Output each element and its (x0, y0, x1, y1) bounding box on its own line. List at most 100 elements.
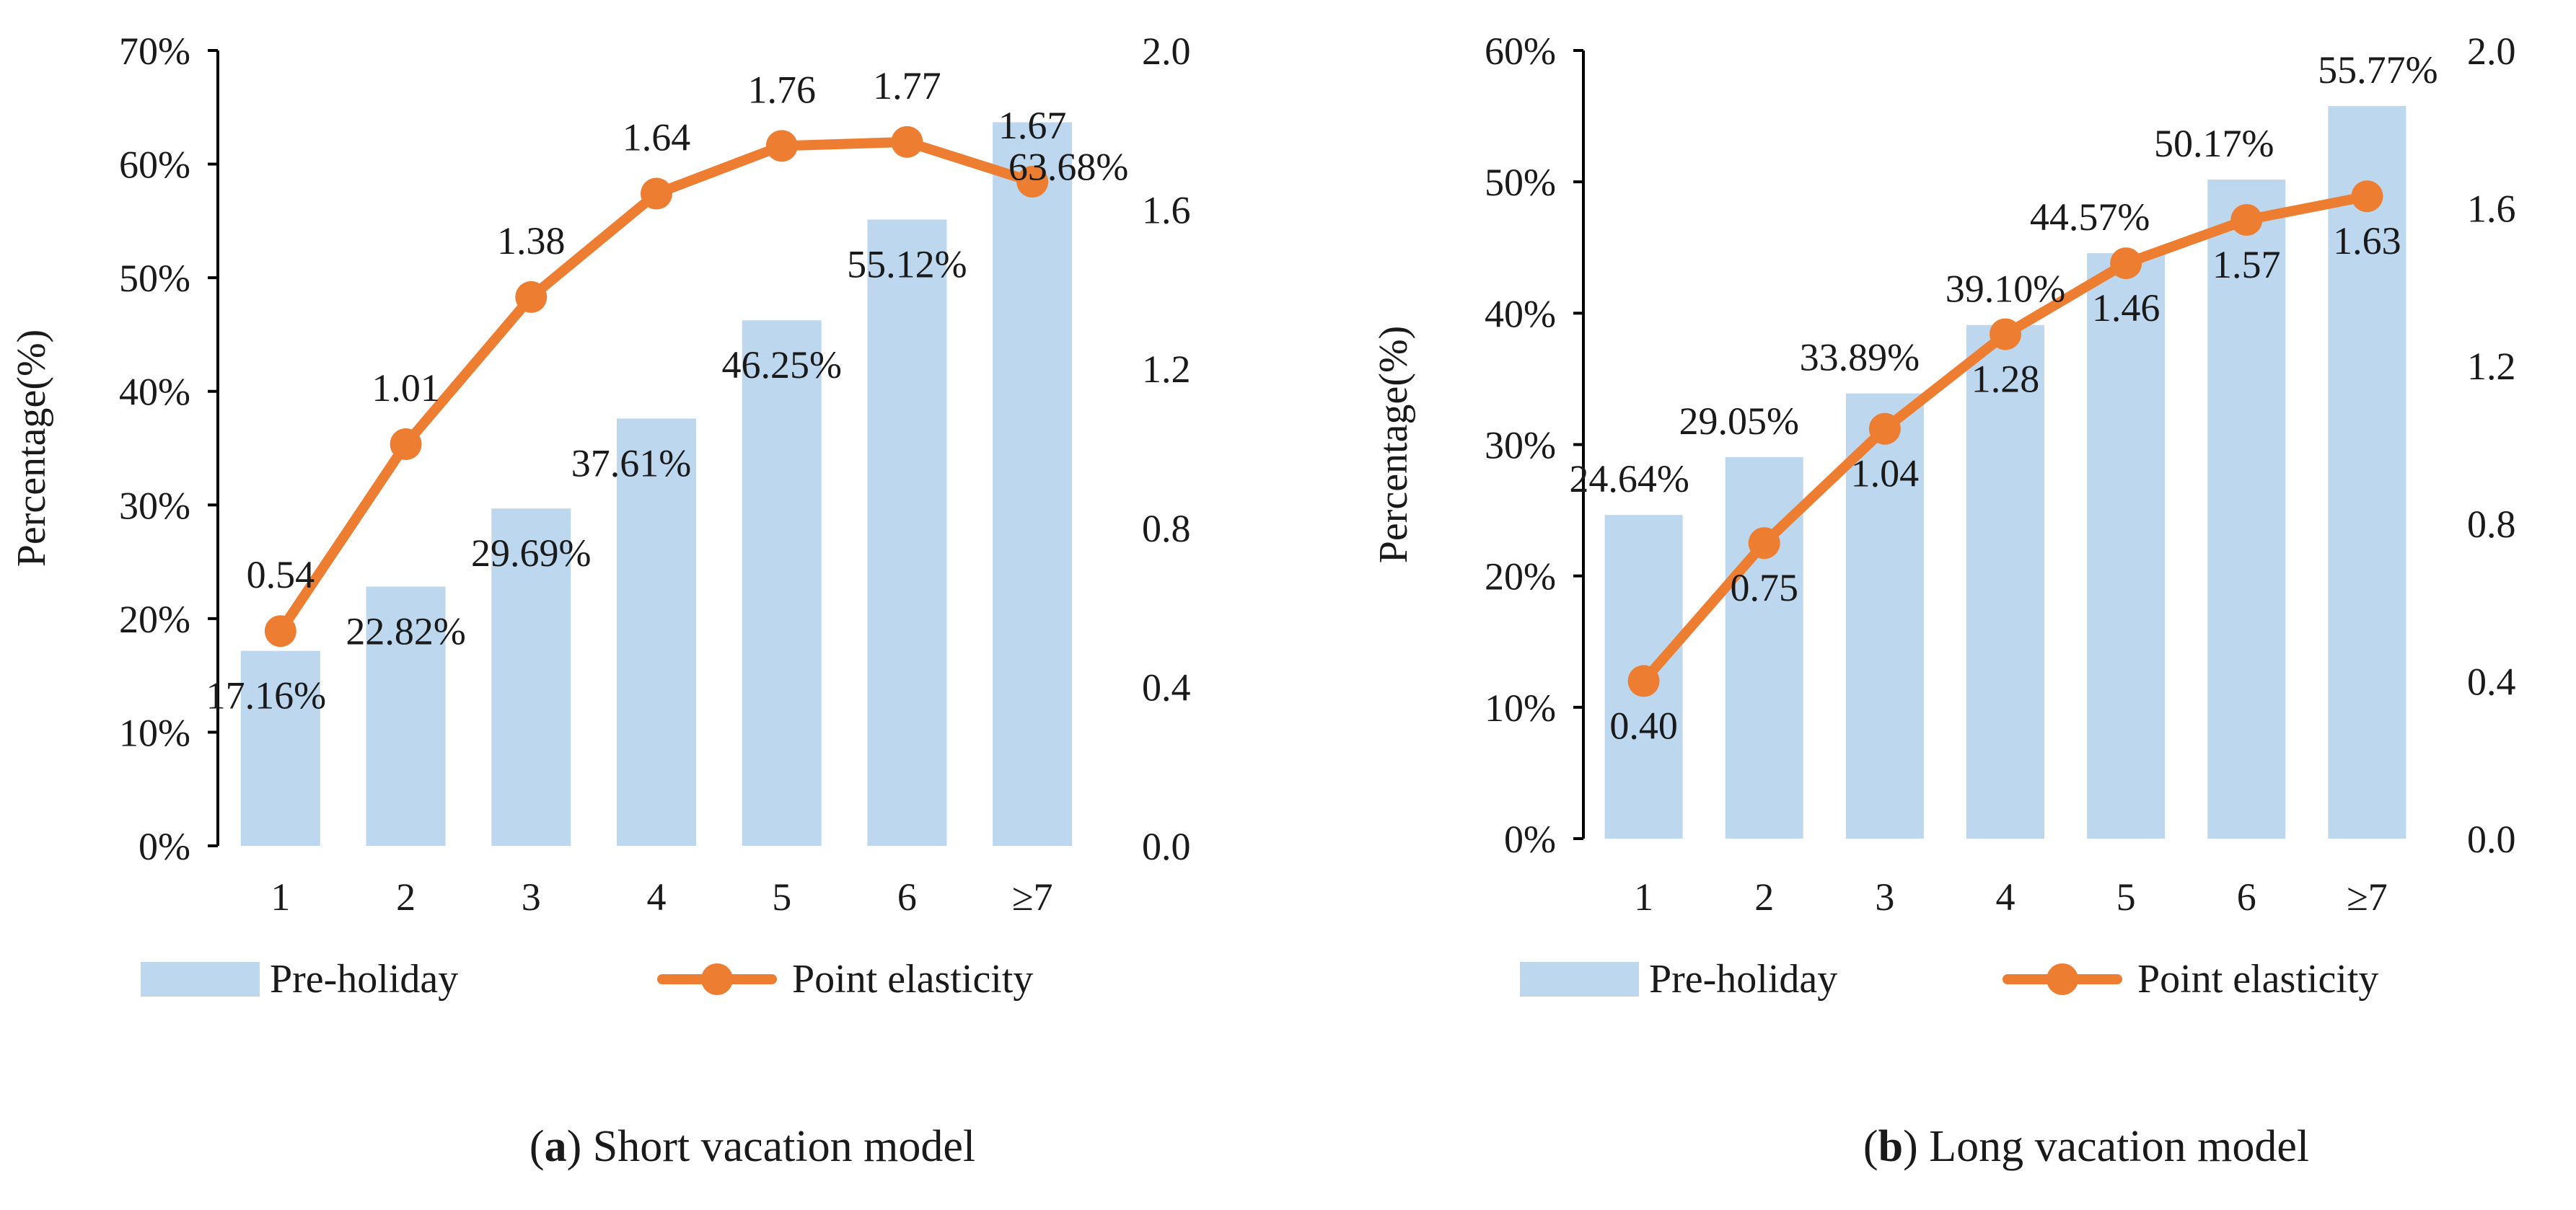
y-tick-label-left: 10% (1485, 686, 1556, 730)
y-tick-label-right: 1.2 (2467, 345, 2516, 388)
legend-label-line: Point elasticity (2137, 957, 2378, 1002)
bar-value-label: 55.12% (847, 242, 967, 286)
line-point (765, 130, 798, 162)
legend-swatch-bar (1520, 962, 1639, 997)
x-tick-label: 2 (1754, 875, 1774, 919)
line-point (1748, 527, 1780, 560)
legend-swatch-bar (141, 962, 260, 997)
bar (2087, 253, 2166, 839)
line-value-label: 1.01 (372, 366, 440, 410)
bar-value-label: 29.69% (471, 531, 591, 575)
x-tick-label: 6 (2237, 875, 2256, 919)
line-value-label: 1.28 (1971, 357, 2040, 400)
bar (742, 320, 822, 846)
bar-value-label: 29.05% (1679, 399, 1798, 443)
y-tick-label-right: 1.2 (1142, 348, 1191, 391)
bar (366, 586, 446, 846)
line-point (1990, 318, 2021, 350)
bar-value-label: 33.89% (1800, 336, 1920, 379)
x-tick-label: ≥7 (1012, 875, 1053, 919)
bar-value-label: 46.25% (721, 343, 841, 387)
y-tick-label-left: 40% (1485, 292, 1556, 335)
bar (867, 219, 947, 846)
line-value-label: 1.76 (747, 68, 816, 111)
line-point (390, 428, 422, 460)
line-value-label: 1.46 (2092, 286, 2160, 330)
y-tick-label-left: 10% (119, 711, 190, 754)
y-tick-label-left: 30% (119, 484, 190, 527)
bar-value-label: 22.82% (346, 609, 465, 653)
y-tick-label-right: 1.6 (2467, 187, 2516, 231)
caption-letter: a (545, 1122, 567, 1171)
line-value-label: 0.75 (1730, 566, 1798, 609)
bar (240, 650, 320, 846)
caption-paren-open: ( (529, 1122, 545, 1171)
panel-caption: (a) Short vacation model (529, 1122, 975, 1171)
y-tick-label-right: 2.0 (2467, 30, 2516, 73)
caption-paren-close: ) (567, 1122, 593, 1171)
y-tick-label-right: 0.0 (2467, 818, 2516, 861)
line-point (2110, 247, 2142, 280)
x-tick-label: 4 (647, 875, 667, 919)
x-tick-label: 3 (1875, 875, 1894, 919)
line-point (264, 615, 296, 648)
y-axis-title: Percentage(%) (1371, 326, 1416, 564)
line-value-label: 1.77 (873, 64, 941, 107)
bar (491, 508, 571, 846)
x-tick-label: 6 (897, 875, 917, 919)
y-tick-label-right: 2.0 (1142, 30, 1191, 73)
line-point (515, 281, 548, 313)
line-value-label: 0.54 (247, 553, 315, 596)
line-value-label: 1.67 (998, 104, 1067, 147)
y-tick-label-right: 0.0 (1142, 825, 1191, 868)
y-tick-label-left: 30% (1485, 424, 1556, 467)
y-tick-label-right: 0.4 (2467, 660, 2516, 703)
caption-paren-open: ( (1863, 1122, 1878, 1171)
x-tick-label: 1 (271, 875, 290, 919)
legend-swatch-marker (701, 963, 733, 995)
line-value-label: 1.57 (2212, 243, 2281, 286)
line-point (1868, 412, 1901, 445)
line-point (1627, 665, 1660, 697)
x-tick-label: 5 (772, 875, 791, 919)
line-point (2230, 203, 2263, 236)
bar-value-label: 44.57% (2030, 195, 2150, 239)
caption-paren-close: ) (1903, 1122, 1929, 1171)
bar-value-label: 17.16% (206, 674, 326, 717)
x-tick-label: 5 (2116, 875, 2136, 919)
legend-swatch-marker (2047, 963, 2078, 995)
line-value-label: 1.64 (623, 116, 691, 159)
chart-panel-a: 0% 10% 20% 30% 40% 50% 60% 70% 0.0 0.4 0.8 1.2 1.6 2.… (9, 30, 1191, 1171)
bar-value-label: 24.64% (1569, 457, 1689, 500)
x-tick-label: 1 (1634, 875, 1653, 919)
y-tick-label-left: 50% (119, 257, 190, 300)
bar-value-label: 39.10% (1946, 268, 2065, 311)
line-value-label: 0.40 (1609, 704, 1678, 747)
bar-value-label: 63.68% (1008, 146, 1128, 189)
line-point (891, 125, 923, 158)
bar-value-label: 37.61% (571, 441, 691, 485)
y-tick-label-left: 70% (119, 30, 190, 73)
y-tick-label-left: 40% (119, 371, 190, 414)
y-tick-label-left: 20% (1485, 555, 1556, 599)
bar (993, 122, 1073, 846)
y-tick-label-left: 60% (119, 143, 190, 187)
y-tick-label-left: 0% (1504, 818, 1556, 861)
line-point (2351, 180, 2383, 213)
x-tick-label: 2 (396, 875, 416, 919)
bar (2328, 106, 2406, 839)
legend-label-line: Point elasticity (792, 957, 1033, 1002)
caption-letter: b (1878, 1122, 1903, 1171)
legend-label-bar: Pre-holiday (270, 957, 458, 1002)
line-value-label: 1.04 (1851, 452, 1920, 495)
y-tick-label-right: 0.4 (1142, 666, 1191, 709)
bar (617, 418, 696, 846)
y-tick-label-right: 0.8 (2467, 503, 2516, 546)
bar (1845, 393, 1924, 839)
bar (2207, 180, 2286, 839)
line-point (1016, 165, 1049, 198)
panel-caption: (b) Long vacation model (1863, 1122, 2309, 1171)
y-tick-label-left: 50% (1485, 161, 1556, 204)
y-tick-label-left: 60% (1485, 30, 1556, 73)
